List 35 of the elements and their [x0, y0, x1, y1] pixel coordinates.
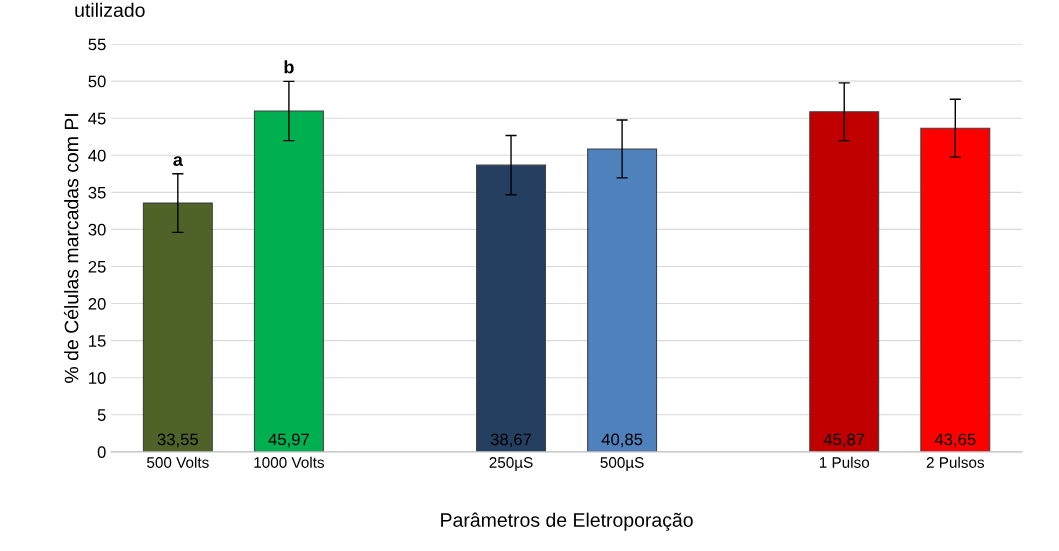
data-label: 45,87: [823, 433, 865, 448]
y-tick-label: 40: [88, 149, 106, 162]
y-tick-label: 35: [88, 186, 106, 199]
data-label: 38,67: [490, 433, 532, 448]
x-tick-label: 500 Volts: [147, 456, 209, 468]
x-tick-label: 250µS: [489, 457, 533, 471]
data-label: 45,97: [268, 433, 309, 448]
bar: [920, 127, 991, 452]
x-tick-label: 500µS: [600, 457, 644, 471]
y-tick-label: 45: [88, 112, 106, 125]
y-tick-label: 15: [89, 335, 106, 347]
x-axis-title: Parâmetros de Eletroporação: [441, 512, 693, 531]
y-tick-label: 30: [88, 223, 106, 236]
data-label: 43,65: [934, 433, 976, 448]
y-tick-label: 55: [88, 38, 106, 51]
bar: [476, 164, 547, 452]
y-tick-label: 0: [97, 446, 106, 459]
y-tick-label: 5: [97, 409, 106, 421]
annotation: b: [284, 60, 294, 74]
x-tick-label: 1 Pulso: [819, 456, 870, 468]
text: utilizado: [75, 2, 145, 18]
bar: [809, 111, 880, 452]
bar: [142, 202, 213, 452]
y-tick-label: 50: [88, 75, 106, 88]
y-axis-title: % de Células marcadas com PI: [63, 114, 79, 383]
bar: [587, 148, 658, 452]
data-label: 40,85: [601, 433, 643, 448]
annotation: a: [173, 156, 183, 167]
bar: [253, 110, 324, 452]
data-label: 33,55: [157, 433, 198, 448]
x-tick-label: 2 Pulsos: [926, 456, 985, 468]
y-tick-label: 10: [89, 372, 106, 384]
y-tick-label: 20: [88, 297, 106, 310]
y-tick-label: 25: [88, 260, 106, 273]
x-tick-label: 1000 Volts: [254, 456, 325, 468]
